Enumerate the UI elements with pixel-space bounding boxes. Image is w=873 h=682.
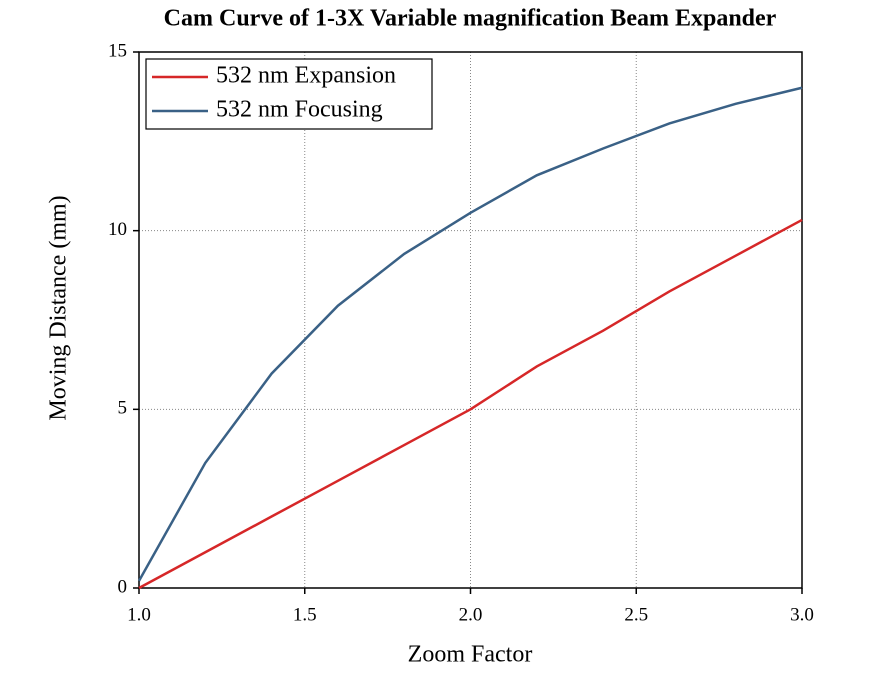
legend-box <box>145 58 433 130</box>
y-tick-label: 0 <box>118 576 128 597</box>
plot-frame <box>138 51 803 589</box>
x-tick-label: 2.0 <box>459 604 483 625</box>
x-tick-label: 1.0 <box>127 604 151 625</box>
legend-label: 532 nm Expansion <box>216 63 396 89</box>
series-line <box>137 86 803 582</box>
x-tick-label: 3.0 <box>790 604 814 625</box>
chart-title: Cam Curve of 1-3X Variable magnification… <box>164 6 777 32</box>
y-tick-label: 15 <box>108 40 127 61</box>
series-line <box>138 218 803 590</box>
y-tick-label: 5 <box>118 398 128 419</box>
legend-label: 532 nm Focusing <box>216 97 383 123</box>
x-axis-title: Zoom Factor <box>408 642 533 668</box>
x-tick-label: 2.5 <box>624 604 648 625</box>
x-tick-label: 1.5 <box>293 604 317 625</box>
y-axis-title: Moving Distance (mm) <box>46 195 72 420</box>
y-tick-label: 10 <box>108 219 127 240</box>
